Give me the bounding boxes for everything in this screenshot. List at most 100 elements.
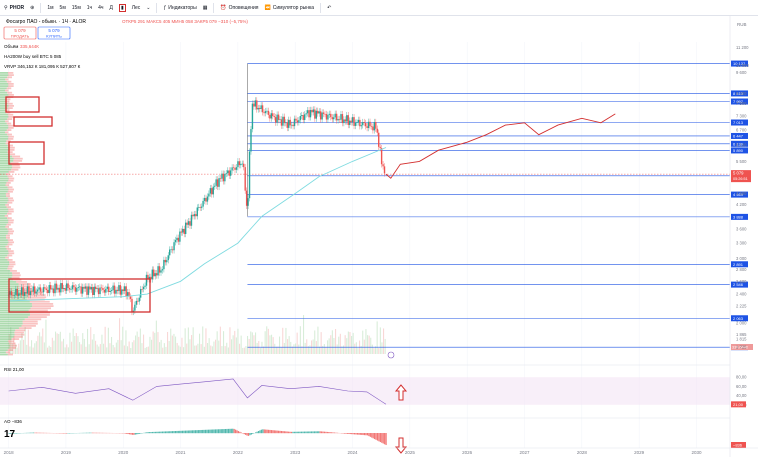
candle-body: [264, 111, 267, 114]
chevron-down-icon[interactable]: ⌄: [146, 4, 151, 11]
interval-5m[interactable]: 5м: [59, 4, 66, 11]
price-tick-label: 4 500: [736, 191, 747, 196]
interval-1m[interactable]: 1м: [47, 4, 54, 11]
candle-body: [84, 286, 87, 289]
volume-profile-bar: [0, 109, 6, 112]
ao-bar: [375, 433, 377, 440]
ao-bar: [257, 431, 260, 434]
volume-profile-bar: [0, 155, 13, 158]
level-tag: [731, 261, 748, 268]
candle-body: [376, 128, 378, 133]
volume-profile-bar: [5, 100, 10, 103]
candle-body: [237, 161, 239, 168]
volume-profile-bar: [8, 94, 14, 96]
candle-body: [343, 119, 345, 124]
ao-bar: [223, 429, 225, 434]
volume-profile-bar: [8, 179, 14, 182]
candle-body: [180, 231, 183, 233]
volume-profile-bar: [24, 318, 42, 321]
chart-type-button[interactable]: Лес: [131, 4, 141, 11]
candle-body: [373, 122, 376, 131]
price-tick-label: 7 900: [736, 101, 747, 106]
volume-profile-bar: [19, 287, 32, 290]
price-axis[interactable]: 11 200 10 000 9 600 8 400 7 900 7 300 6 700 6 1…: [729, 16, 749, 457]
ao-bar: [127, 433, 129, 435]
interval-4h[interactable]: 4ч: [98, 4, 104, 11]
volume-profile-bar: [18, 327, 32, 329]
candle-body: [193, 214, 196, 217]
candle-body: [354, 122, 357, 126]
ao-bar: [295, 431, 297, 434]
volume-bar: [171, 335, 173, 354]
volume-profile-bar: [0, 87, 7, 90]
volume-profile-bar: [0, 228, 8, 230]
volume-bar: [72, 328, 74, 354]
symbol-search[interactable]: ⚲ PHOR: [4, 5, 24, 11]
candle-body: [186, 222, 188, 225]
ao-bar: [332, 432, 334, 434]
volume-bar: [251, 332, 253, 354]
volume-bar: [230, 339, 233, 354]
candle-body: [49, 285, 52, 290]
time-axis[interactable]: 2018 2019 2020 2021 2022 2023 2024 2025 2026 2027…: [0, 447, 758, 455]
ao-bar: [207, 429, 209, 434]
templates-button[interactable]: ▦: [203, 5, 208, 11]
ao-bar: [355, 433, 357, 435]
rsi-tick-label: 60,00: [736, 384, 747, 389]
volume-profile-bar: [8, 127, 14, 129]
time-tick-label: 2028: [577, 450, 588, 455]
ao-bar: [262, 429, 264, 434]
interval-15m[interactable]: 15м: [71, 4, 81, 11]
candle-body: [177, 237, 180, 242]
ao-bar: [174, 431, 177, 434]
candle-body: [292, 124, 294, 127]
candle-body: [335, 113, 338, 121]
interval-1h[interactable]: 1ч: [86, 4, 93, 11]
volume-profile-bar: [9, 342, 16, 345]
candle-body: [105, 288, 107, 293]
buy-button[interactable]: [37, 26, 71, 40]
ao-bar: [310, 431, 313, 434]
volume-bar: [10, 327, 12, 354]
volume-profile-bar: [0, 259, 8, 261]
last-price-time: 05:26:51: [733, 177, 748, 181]
volume-profile-bar: [28, 316, 47, 318]
volume-profile-bar: [0, 298, 27, 301]
level-tag: [731, 60, 748, 67]
candle-body: [39, 287, 42, 292]
candles-button[interactable]: ▮: [118, 3, 126, 12]
volume-bar: [278, 336, 281, 354]
sell-button[interactable]: [3, 26, 37, 40]
volume-profile-bar: [0, 256, 6, 259]
price-tick-label: 3 600: [736, 227, 747, 232]
volume-profile-bar: [7, 107, 13, 109]
ao-bar: [180, 430, 182, 434]
time-tick-label: 2021: [176, 450, 187, 455]
ao-bar: [34, 432, 36, 434]
volume-profile-bar: [0, 118, 8, 120]
volume-bar: [11, 343, 13, 354]
ao-bar: [308, 431, 310, 434]
volume-bar: [56, 333, 58, 354]
add-symbol-button[interactable]: ⊕: [30, 5, 34, 11]
alerts-button[interactable]: ⏰ Оповещения: [220, 5, 258, 11]
sell-price: 5 079: [14, 28, 26, 33]
volume-profile-bar: [6, 248, 11, 250]
volume-bar: [189, 339, 191, 354]
indicators-button[interactable]: ƒ Индикаторы: [163, 5, 196, 11]
undo-button[interactable]: ↶: [327, 5, 331, 11]
highlight-box: [8, 278, 151, 313]
candle-body: [263, 112, 265, 114]
interval-1d[interactable]: Д: [109, 4, 113, 11]
candle-body: [34, 286, 36, 294]
volume-profile-bar: [5, 184, 10, 186]
volume-bar: [347, 331, 349, 354]
volume-bar: [67, 347, 69, 354]
volume-bar: [213, 341, 215, 354]
replay-button[interactable]: ⏪ Симулятор рынка: [265, 5, 315, 11]
volume-profile-bar: [5, 109, 10, 112]
volume-bar: [8, 334, 10, 354]
ao-bar: [163, 431, 165, 434]
